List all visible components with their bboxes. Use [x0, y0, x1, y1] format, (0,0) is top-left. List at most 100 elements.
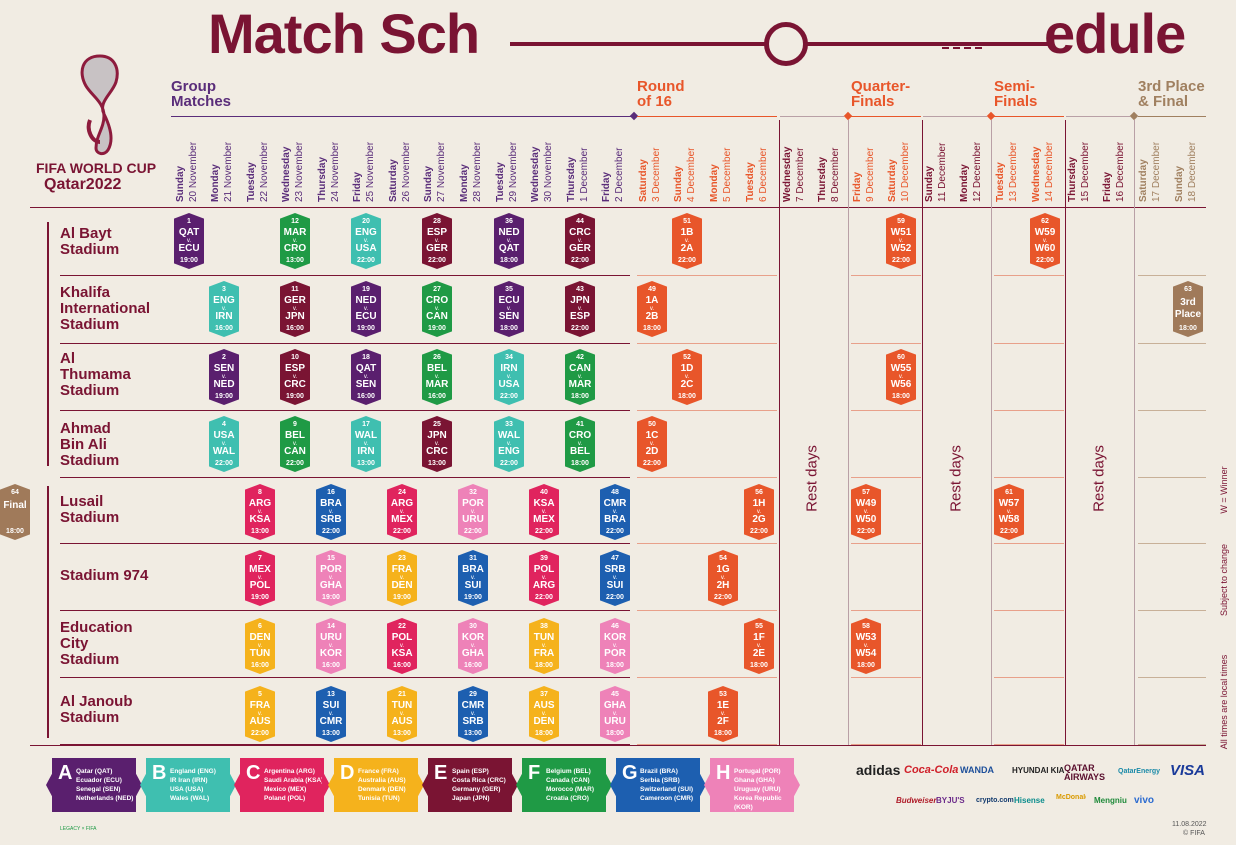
match-card[interactable]: 43 JPN v. ESP 22:00: [565, 281, 595, 337]
match-card[interactable]: 7 MEX v. POL 19:00: [245, 550, 275, 606]
team-away: SUI: [464, 580, 482, 591]
date-header: Sunday 18 December: [1173, 124, 1203, 202]
match-card[interactable]: 12 MAR v. CRO 13:00: [280, 213, 310, 269]
match-card[interactable]: 47 SRB v. SUI 22:00: [600, 550, 630, 606]
match-number: 14: [327, 623, 335, 630]
match-card[interactable]: 6 DEN v. TUN 16:00: [245, 618, 275, 674]
match-card[interactable]: 23 FRA v. DEN 19:00: [387, 550, 417, 606]
match-card[interactable]: 45 GHA v. URU 18:00: [600, 686, 630, 742]
match-card[interactable]: 59 W51 v. W52 22:00: [886, 213, 916, 269]
versus-label: v.: [1042, 238, 1048, 244]
stage-rule: [171, 116, 631, 117]
team-away: ESP: [569, 311, 590, 322]
match-card[interactable]: 21 TUN v. AUS 13:00: [387, 686, 417, 742]
team-home: USA: [213, 430, 235, 441]
match-card[interactable]: 34 IRN v. USA 22:00: [494, 349, 524, 405]
match-card[interactable]: 37 AUS v. DEN 18:00: [529, 686, 559, 742]
team-away: DEN: [391, 580, 413, 591]
match-card[interactable]: 56 1H v. 2G 22:00: [744, 484, 774, 540]
versus-label: v.: [257, 575, 263, 581]
match-card[interactable]: 49 1A v. 2B 18:00: [637, 281, 667, 337]
match-card[interactable]: 2 SEN v. NED 19:00: [209, 349, 239, 405]
match-card[interactable]: 38 TUN v. FRA 18:00: [529, 618, 559, 674]
date-weekday: Friday: [1102, 171, 1113, 202]
match-card[interactable]: 58 W53 v. W54 18:00: [851, 618, 881, 674]
kickoff-time: 18:00: [500, 325, 518, 332]
match-card[interactable]: 54 1G v. 2H 22:00: [708, 550, 738, 606]
match-card[interactable]: 36 NED v. QAT 18:00: [494, 213, 524, 269]
match-card[interactable]: 33 WAL v. ENG 22:00: [494, 416, 524, 472]
match-card[interactable]: 31 BRA v. SUI 19:00: [458, 550, 488, 606]
match-card[interactable]: 53 1E v. 2F 18:00: [708, 686, 738, 742]
team-away: NED: [213, 379, 235, 390]
stage-rule: [780, 116, 844, 117]
match-card[interactable]: 42 CAN v. MAR 18:00: [565, 349, 595, 405]
match-card[interactable]: 44 CRC v. GER 22:00: [565, 213, 595, 269]
title-ring: [764, 22, 808, 66]
match-card[interactable]: 8 ARG v. KSA 13:00: [245, 484, 275, 540]
versus-label: v.: [328, 575, 334, 581]
match-card[interactable]: 15 POR v. GHA 19:00: [316, 550, 346, 606]
match-card[interactable]: 46 KOR v. POR 18:00: [600, 618, 630, 674]
match-card[interactable]: 41 CRO v. BEL 18:00: [565, 416, 595, 472]
team-away: ECU: [355, 311, 377, 322]
match-card[interactable]: 35 ECU v. SEN 18:00: [494, 281, 524, 337]
match-card[interactable]: 11 GER v. JPN 16:00: [280, 281, 310, 337]
match-card[interactable]: 40 KSA v. MEX 22:00: [529, 484, 559, 540]
kickoff-time: 18:00: [606, 662, 624, 669]
date-day: 9 December: [865, 147, 876, 202]
match-card[interactable]: 50 1C v. 2D 22:00: [637, 416, 667, 472]
team-away: AUS: [391, 716, 413, 727]
match-card[interactable]: 5 FRA v. AUS 22:00: [245, 686, 275, 742]
match-card[interactable]: 39 POL v. ARG 22:00: [529, 550, 559, 606]
match-card[interactable]: 55 1F v. 2E 18:00: [744, 618, 774, 674]
match-card[interactable]: 29 CMR v. SRB 13:00: [458, 686, 488, 742]
match-card[interactable]: 51 1B v. 2A 22:00: [672, 213, 702, 269]
versus-label: v.: [756, 643, 762, 649]
column-divider: [1134, 120, 1135, 745]
match-card[interactable]: 52 1D v. 2C 18:00: [672, 349, 702, 405]
match-card[interactable]: 14 URU v. KOR 16:00: [316, 618, 346, 674]
match-card[interactable]: 22 POL v. KSA 16:00: [387, 618, 417, 674]
team-home: NED: [498, 227, 520, 238]
match-card[interactable]: 27 CRO v. CAN 19:00: [422, 281, 452, 337]
match-card[interactable]: 32 POR v. URU 22:00: [458, 484, 488, 540]
match-card[interactable]: 63 3rd Place 18:00: [1173, 281, 1203, 337]
match-card[interactable]: 4 USA v. WAL 22:00: [209, 416, 239, 472]
match-card[interactable]: 18 QAT v. SEN 16:00: [351, 349, 381, 405]
date-day: 18 December: [1187, 141, 1198, 202]
kickoff-time: 13:00: [357, 460, 375, 467]
match-card[interactable]: 60 W55 v. W56 18:00: [886, 349, 916, 405]
match-number: 64: [11, 489, 19, 496]
match-card[interactable]: 24 ARG v. MEX 22:00: [387, 484, 417, 540]
team-away: USA: [355, 243, 377, 254]
group-letter: C: [246, 762, 261, 784]
match-card[interactable]: 10 ESP v. CRC 19:00: [280, 349, 310, 405]
match-card[interactable]: 16 BRA v. SRB 22:00: [316, 484, 346, 540]
match-card[interactable]: 62 W59 v. W60 22:00: [1030, 213, 1060, 269]
team-away: W52: [890, 243, 912, 254]
date-weekday: Thursday: [566, 156, 577, 202]
match-card[interactable]: 19 NED v. ECU 19:00: [351, 281, 381, 337]
match-card[interactable]: 57 W49 v. W50 22:00: [851, 484, 881, 540]
team-home: ESP: [426, 227, 447, 238]
match-card[interactable]: 30 KOR v. GHA 16:00: [458, 618, 488, 674]
match-card[interactable]: 1 QAT v. ECU 19:00: [174, 213, 204, 269]
row-divider: [994, 343, 1064, 344]
match-card[interactable]: 3 ENG v. IRN 16:00: [209, 281, 239, 337]
match-card[interactable]: 48 CMR v. BRA 22:00: [600, 484, 630, 540]
row-divider: [1138, 343, 1206, 344]
match-card[interactable]: 9 BEL v. CAN 22:00: [280, 416, 310, 472]
match-card[interactable]: 20 ENG v. USA 22:00: [351, 213, 381, 269]
match-card[interactable]: 26 BEL v. MAR 16:00: [422, 349, 452, 405]
row-divider: [1138, 410, 1206, 411]
match-card[interactable]: 25 JPN v. CRC 13:00: [422, 416, 452, 472]
match-card[interactable]: 13 SUI v. CMR 13:00: [316, 686, 346, 742]
match-card[interactable]: 17 WAL v. IRN 13:00: [351, 416, 381, 472]
match-card[interactable]: 28 ESP v. GER 22:00: [422, 213, 452, 269]
match-card[interactable]: 64 Final 18:00: [0, 484, 30, 540]
match-card[interactable]: 61 W57 v. W58 22:00: [994, 484, 1024, 540]
team-home: 1A: [645, 295, 659, 306]
team-home: 1C: [645, 430, 659, 441]
team-home: NED: [355, 295, 377, 306]
